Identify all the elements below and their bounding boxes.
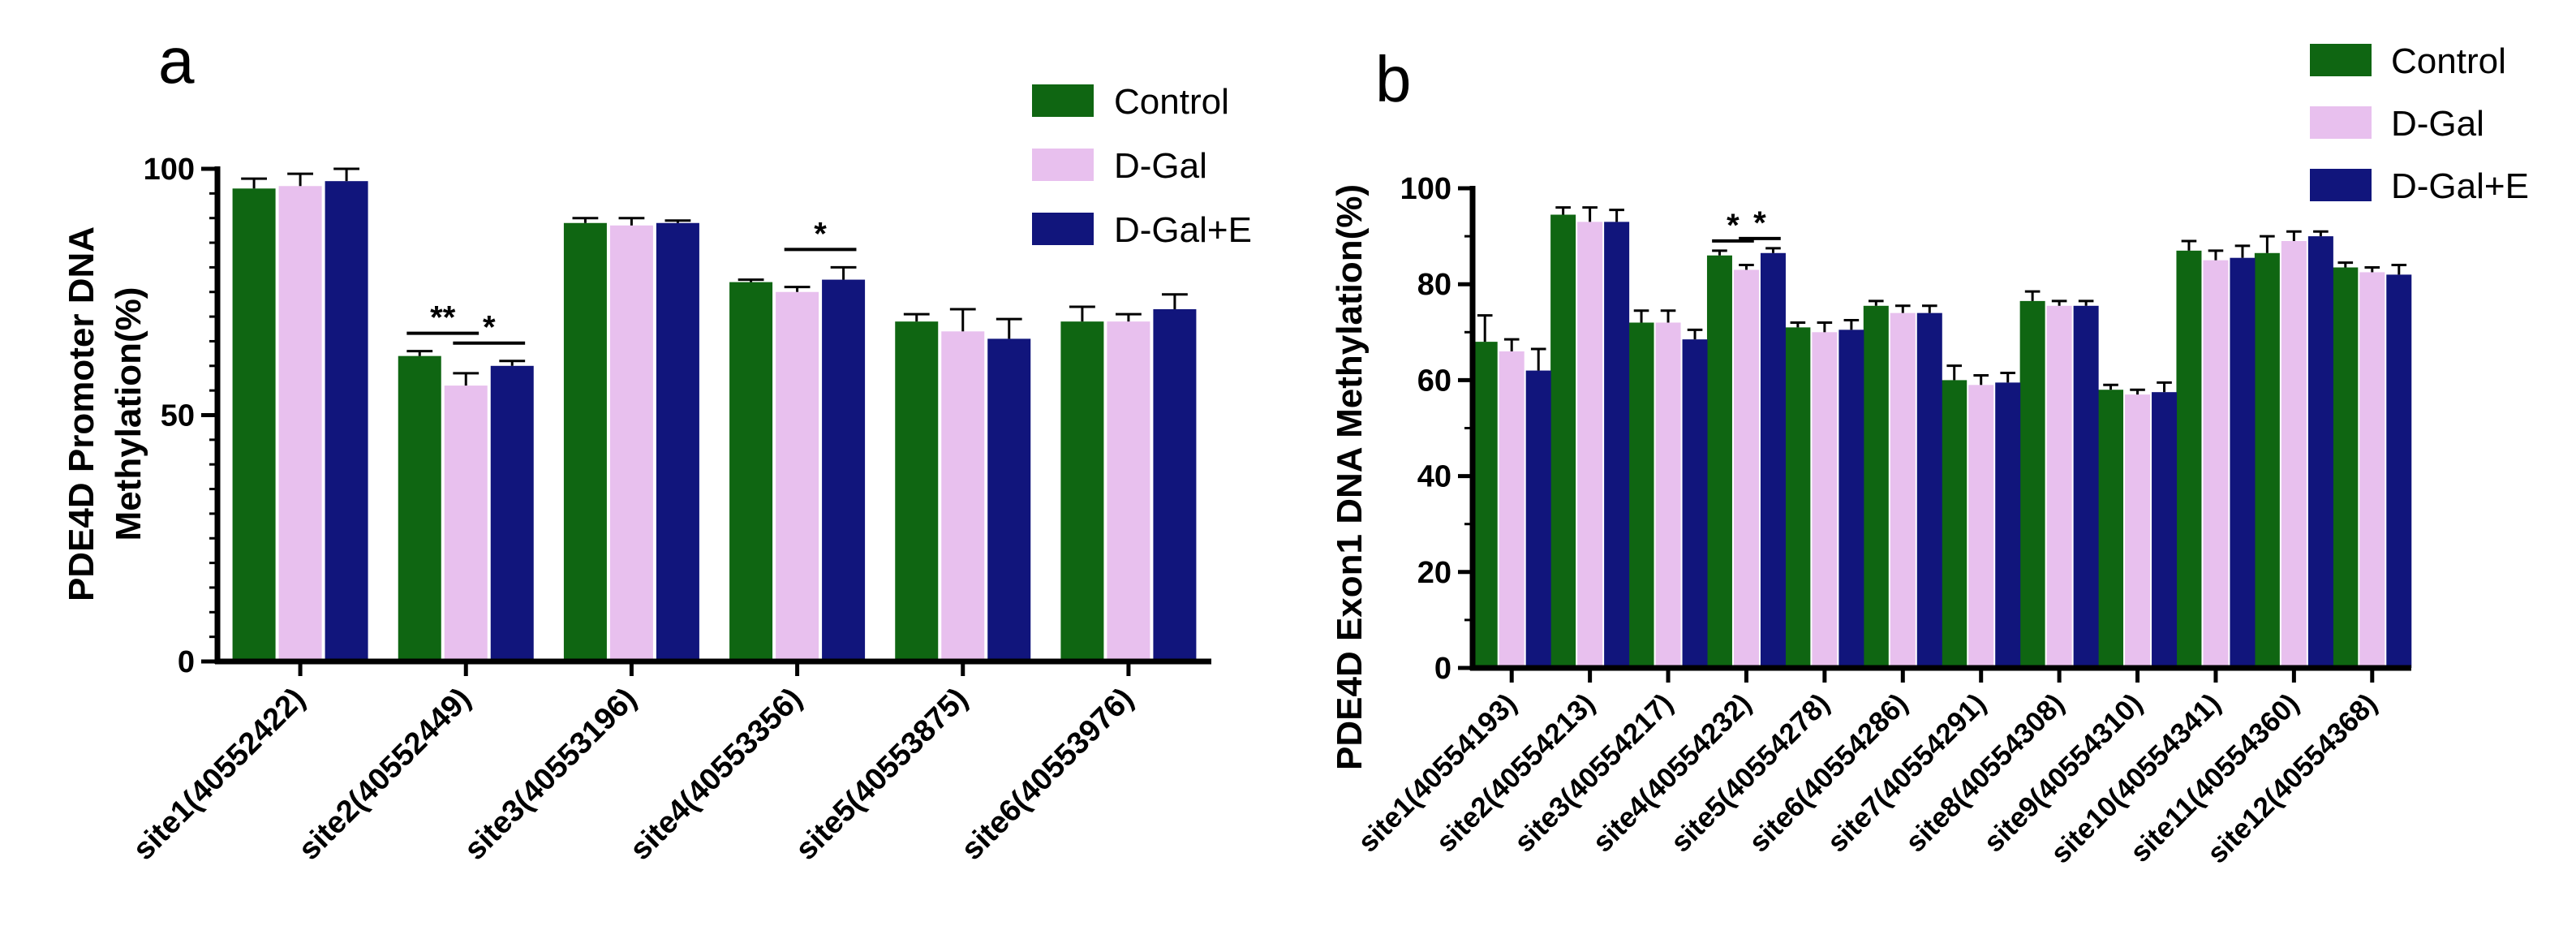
panel-a-bar-d-gal-4 — [776, 291, 819, 661]
panel-b-y-tick-label: 40 — [1417, 460, 1451, 494]
panel-b-bar-d-gal-e-1 — [1525, 370, 1551, 668]
panel-a-significance-label: ** — [430, 300, 456, 336]
panel-b-bar-control-2 — [1550, 214, 1576, 668]
panel-a-bar-d-gal-1 — [278, 186, 322, 661]
panel-b-bar-d-gal-e-7 — [1995, 382, 2021, 668]
panel-b-legend-swatch — [2310, 44, 2372, 76]
panel-a-x-tick-label: site3(40553196) — [458, 682, 643, 867]
panel-b-bar-control-1 — [1472, 342, 1498, 668]
panel-b-y-axis-title: PDE4D Exon1 DNA Methylation(%) — [1330, 184, 1370, 770]
panel-b-bar-d-gal-4 — [1733, 269, 1759, 668]
panel-a-legend-label: D-Gal — [1114, 146, 1207, 186]
panel-b-significance-label: * — [1727, 208, 1740, 243]
panel-a-bar-d-gal-e-1 — [325, 181, 368, 662]
panel-b-y-tick-label: 20 — [1417, 556, 1451, 590]
panel-b-bar-d-gal-3 — [1655, 322, 1681, 668]
panel-a-y-axis-title-line: PDE4D Promoter DNA — [62, 226, 101, 601]
panel-b-bar-d-gal-e-3 — [1682, 339, 1708, 668]
panel-b-bar-d-gal-10 — [2203, 260, 2229, 668]
panel-a-bar-d-gal-e-6 — [1153, 308, 1197, 661]
panel-b-bar-d-gal-12 — [2359, 272, 2385, 668]
panel-b-letter: b — [1375, 43, 1412, 115]
panel-b: b 020406080100site1(40554193)site2(40554… — [1330, 41, 2529, 869]
panel-a-y-tick-label: 100 — [144, 153, 195, 187]
panel-b-significance-label: * — [1753, 205, 1766, 241]
panel-b-bar-d-gal-7 — [1968, 385, 1994, 668]
panel-b-bar-d-gal-2 — [1577, 222, 1603, 668]
panel-a-x-tick-label: site5(40553875) — [789, 682, 974, 867]
panel-b-bar-control-6 — [1863, 305, 1889, 668]
panel-b-bar-d-gal-9 — [2125, 394, 2151, 668]
panel-b-bar-d-gal-e-5 — [1838, 330, 1864, 668]
panel-a-x-tick-label: site6(40553976) — [955, 682, 1140, 867]
panel-b-bar-d-gal-1 — [1499, 351, 1525, 668]
panel-a-bar-d-gal-6 — [1107, 321, 1150, 661]
panel-a-bar-d-gal-e-3 — [656, 222, 699, 661]
panel-b-bar-control-4 — [1706, 255, 1732, 668]
panel-a-y-axis-title: PDE4D Promoter DNA Methylation(%) — [62, 226, 148, 601]
panel-b-bar-control-11 — [2254, 252, 2280, 668]
panel-a-bar-d-gal-5 — [941, 331, 985, 661]
panel-b-legend-label: Control — [2391, 41, 2506, 81]
panel-b-y-tick-label: 100 — [1400, 172, 1451, 206]
panel-b-bar-d-gal-e-9 — [2152, 392, 2178, 668]
panel-a-bar-control-5 — [895, 321, 939, 661]
panel-b-y-tick-label: 0 — [1434, 652, 1451, 686]
panel-b-bar-d-gal-6 — [1890, 312, 1916, 668]
panel-a-x-tick-label: site4(40553356) — [624, 682, 809, 867]
panel-a-bar-d-gal-2 — [444, 386, 488, 661]
panel-b-bar-control-7 — [1942, 380, 1967, 668]
panel-a-bar-control-1 — [232, 188, 276, 661]
panel-a-y-axis-title-line: Methylation(%) — [109, 287, 148, 541]
panel-a-legend-swatch — [1032, 84, 1094, 117]
panel-a-letter: a — [158, 24, 195, 97]
panel-b-bar-control-10 — [2176, 250, 2202, 669]
panel-a-legend-label: D-Gal+E — [1114, 210, 1252, 250]
panel-b-bar-control-8 — [2019, 300, 2045, 668]
panel-b-bar-d-gal-e-2 — [1604, 222, 1630, 668]
panel-b-bar-control-5 — [1785, 327, 1811, 668]
panel-b-legend-swatch — [2310, 106, 2372, 139]
panel-a-y-tick-label: 0 — [178, 645, 195, 679]
panel-b-bar-d-gal-e-11 — [2307, 236, 2333, 669]
panel-a-bar-d-gal-e-5 — [987, 338, 1031, 661]
panel-a-y-tick-label: 50 — [161, 399, 195, 433]
panel-a-significance-label: * — [483, 310, 496, 346]
panel-a-x-tick-label: site1(40552422) — [127, 682, 312, 867]
panel-b-bar-d-gal-e-10 — [2230, 257, 2256, 668]
panel-b-bar-d-gal-e-8 — [2073, 305, 2099, 668]
panel-b-bar-d-gal-e-12 — [2386, 274, 2412, 668]
panel-b-bar-d-gal-e-6 — [1916, 312, 1942, 668]
panel-b-y-tick-label: 80 — [1417, 268, 1451, 302]
panel-a: a 050100site1(40552422)site2(40552449)si… — [62, 24, 1252, 867]
panel-a-legend-swatch — [1032, 213, 1094, 245]
panel-b-y-tick-label: 60 — [1417, 364, 1451, 398]
panel-a-bar-control-6 — [1060, 321, 1104, 661]
panel-a-bar-control-3 — [563, 222, 607, 661]
panel-a-significance-label: * — [814, 216, 827, 252]
panel-a-bar-d-gal-e-4 — [822, 279, 866, 661]
panel-b-bar-d-gal-11 — [2281, 241, 2307, 668]
panel-b-legend-label: D-Gal+E — [2391, 166, 2529, 206]
panel-b-bar-d-gal-e-4 — [1760, 252, 1786, 668]
panel-a-legend-label: Control — [1114, 82, 1229, 122]
panel-b-bar-control-3 — [1628, 322, 1654, 668]
panel-a-legend-swatch — [1032, 149, 1094, 181]
panel-a-bar-d-gal-3 — [609, 225, 653, 661]
panel-b-bar-d-gal-8 — [2046, 305, 2072, 668]
panel-a-bar-control-2 — [398, 355, 441, 661]
panel-b-bar-control-9 — [2098, 390, 2124, 668]
panel-b-bar-control-12 — [2333, 267, 2359, 668]
panel-a-bar-d-gal-e-2 — [490, 365, 534, 661]
panel-a-x-tick-label: site2(40552449) — [292, 682, 477, 867]
panel-b-legend-swatch — [2310, 169, 2372, 201]
panel-b-bar-d-gal-5 — [1812, 332, 1838, 668]
panel-a-bar-control-4 — [729, 282, 773, 661]
panel-b-legend-label: D-Gal — [2391, 104, 2484, 144]
